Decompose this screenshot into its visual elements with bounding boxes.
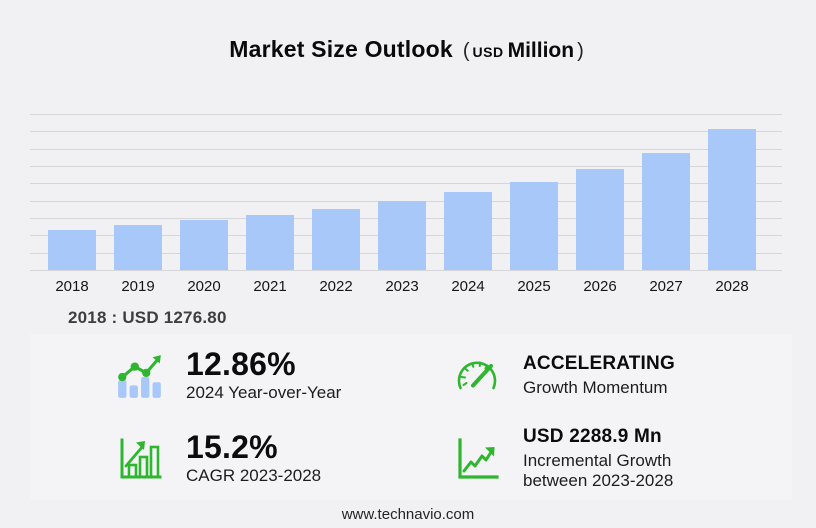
title-paren-open: (: [462, 40, 470, 62]
bar: [510, 182, 558, 270]
footer-url: www.technavio.com: [341, 506, 475, 523]
stat-cagr: 15.2% CAGR 2023-2028: [30, 417, 411, 500]
x-axis-tick-label: 2027: [649, 278, 683, 295]
x-axis-tick-label: 2025: [517, 278, 551, 295]
bar-column: 2021: [246, 114, 294, 295]
base-year-value: 2018 : USD 1276.80: [68, 308, 227, 327]
bar-column: 2025: [510, 114, 558, 295]
gridline: [30, 131, 782, 133]
gridline: [30, 270, 782, 271]
bar-column: 2018: [48, 114, 96, 295]
gauge-icon: [451, 355, 503, 397]
stats-panel: 12.86% 2024 Year-over-Year: [30, 334, 792, 500]
stat-incremental-value: USD 2288.9 Mn: [523, 426, 662, 448]
bar: [246, 215, 294, 270]
bar: [708, 129, 756, 270]
bar-trend-icon: [114, 351, 166, 401]
stat-momentum: ACCELERATING Growth Momentum: [411, 334, 792, 417]
bar-column: 2024: [444, 114, 492, 295]
x-axis-tick-label: 2026: [583, 278, 617, 295]
gridline: [30, 183, 782, 185]
bar-column: 2019: [114, 114, 162, 295]
x-axis-tick-label: 2020: [187, 278, 221, 295]
bar-column: 2020: [180, 114, 228, 295]
bar-chart: 2018 2019 2020 2021 2022 2023 2024 2025 2026 2027…: [30, 114, 782, 295]
stat-momentum-label: Growth Momentum: [523, 377, 668, 397]
axis-trend-icon: [451, 436, 503, 482]
stat-cagr-label: CAGR 2023-2028: [186, 466, 322, 486]
bar: [114, 225, 162, 270]
stat-momentum-value: ACCELERATING: [523, 353, 675, 375]
stat-incremental: USD 2288.9 Mn Incremental Growth between…: [411, 417, 792, 500]
bar: [576, 169, 624, 270]
bar-column: 2026: [576, 114, 624, 295]
title-unit-scale: Million: [507, 39, 575, 62]
x-axis-tick-label: 2028: [715, 278, 749, 295]
gridline: [30, 114, 782, 115]
bar: [312, 208, 360, 270]
chart-axis-bars-icon: [114, 436, 166, 482]
x-axis-tick-label: 2024: [451, 278, 485, 295]
stat-incremental-label-line1: Incremental Growth: [523, 450, 672, 470]
x-axis-tick-label: 2018: [55, 278, 89, 295]
x-axis-tick-label: 2023: [385, 278, 419, 295]
title-text: Market Size Outlook: [229, 36, 453, 62]
page-title: Market Size Outlook (USD Million): [0, 36, 816, 63]
x-axis-tick-label: 2021: [253, 278, 287, 295]
stat-yoy-value: 12.86%: [186, 345, 296, 382]
stat-yoy-label: 2024 Year-over-Year: [186, 383, 342, 403]
bar: [48, 230, 96, 270]
bar-column: 2022: [312, 114, 360, 295]
bar: [642, 153, 690, 270]
bar-column: 2027: [642, 114, 690, 295]
bar: [378, 200, 426, 270]
title-paren-close: ): [577, 40, 584, 62]
bar: [180, 220, 228, 270]
bar-column: 2023: [378, 114, 426, 295]
bar-column: 2028: [708, 114, 756, 295]
gridline: [30, 166, 782, 167]
x-axis-tick-label: 2022: [319, 278, 353, 295]
bar-series: 2018 2019 2020 2021 2022 2023 2024 2025 2026 2027…: [48, 114, 756, 295]
stat-cagr-value: 15.2%: [186, 428, 278, 465]
bar: [444, 191, 492, 270]
gridline: [30, 148, 782, 150]
x-axis-tick-label: 2019: [121, 278, 155, 295]
stat-yoy: 12.86% 2024 Year-over-Year: [30, 334, 411, 417]
stat-incremental-label-line2: between 2023-2028: [523, 470, 674, 490]
title-unit-currency: USD: [472, 44, 504, 60]
